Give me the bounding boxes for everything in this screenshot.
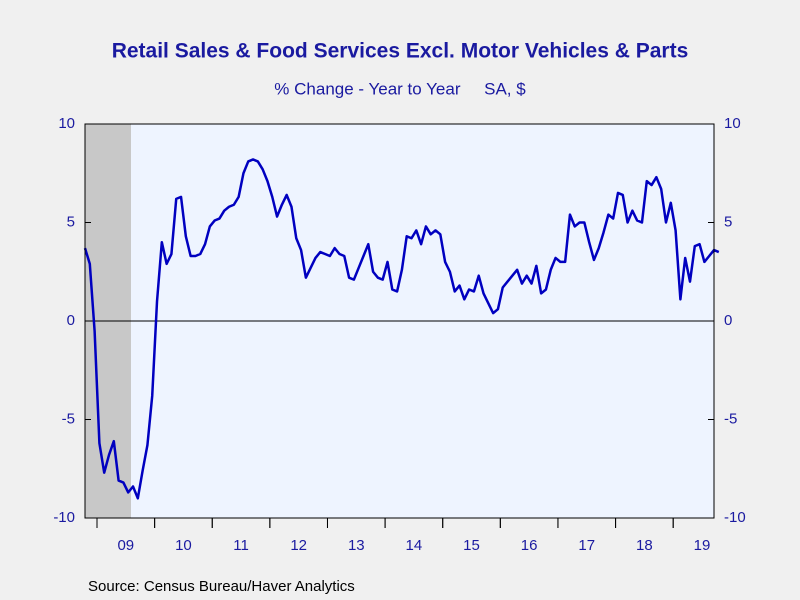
x-tick-label: 11 [233,537,249,554]
x-tick-label: 14 [406,537,423,554]
y-tick-label: 0 [67,312,75,329]
x-tick-label: 17 [578,537,595,554]
y-tick-label: 5 [67,213,75,230]
data-line [83,158,720,500]
y-tick-label: -10 [53,509,75,526]
x-tick-label: 15 [463,537,480,554]
chart-title: Retail Sales & Food Services Excl. Motor… [112,40,689,63]
plot-border [84,123,715,519]
y2-tick-label: -5 [724,410,737,427]
x-tick-label: 18 [636,537,653,554]
x-tick-label: 13 [348,537,365,554]
y-tick-label: 10 [58,115,75,132]
y2-tick-label: 10 [724,115,741,132]
x-tick-label: 16 [521,537,538,554]
x-tick-label: 10 [175,537,192,554]
x-tick-label: 09 [117,537,134,554]
y2-tick-label: -10 [724,509,746,526]
chart-subtitle: % Change - Year to Year SA, $ [274,79,526,98]
y-tick-label: -5 [62,410,75,427]
x-tick-label: 12 [290,537,307,554]
source: Source: Census Bureau/Haver Analytics [88,578,355,595]
x-tick-label: 19 [694,537,711,554]
y2-tick-label: 0 [724,312,732,329]
y2-tick-label: 5 [724,213,732,230]
